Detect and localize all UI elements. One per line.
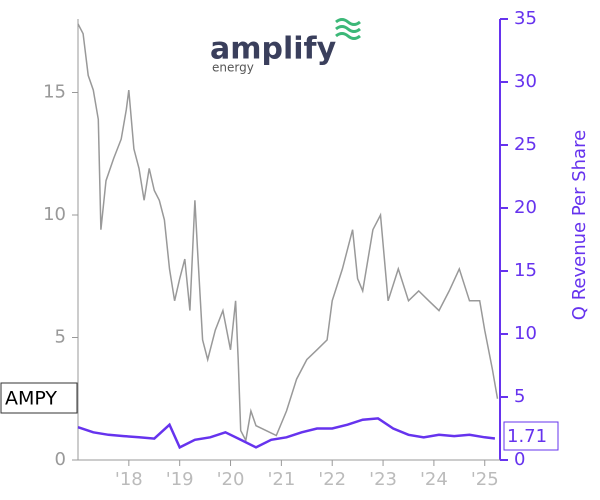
x-tick-label: '20 bbox=[217, 469, 245, 490]
x-tick-label: '21 bbox=[267, 469, 295, 490]
y-tick-label: 0 bbox=[55, 449, 66, 470]
x-tick-label: '25 bbox=[471, 469, 499, 490]
ticker-box bbox=[0, 382, 78, 414]
y2-tick-label: 15 bbox=[514, 260, 537, 281]
ticker-label: AMPY bbox=[5, 388, 57, 410]
y-tick-label: 5 bbox=[55, 327, 66, 348]
y2-tick-label: 20 bbox=[514, 197, 537, 218]
y2-tick-label: 30 bbox=[514, 71, 537, 92]
series-line bbox=[77, 23, 499, 443]
y-tick-label: 10 bbox=[43, 204, 66, 225]
x-tick-label: '23 bbox=[369, 469, 397, 490]
x-tick-label: '24 bbox=[420, 469, 448, 490]
y2-tick-label: 25 bbox=[514, 134, 537, 155]
logo-name: amplify bbox=[210, 32, 337, 67]
x-tick-label: '22 bbox=[318, 469, 346, 490]
y2-tick-label: 5 bbox=[514, 386, 525, 407]
y2-tick-label: 10 bbox=[514, 323, 537, 344]
x-tick-label: '19 bbox=[166, 469, 194, 490]
value-box bbox=[503, 421, 559, 451]
x-tick-label: '18 bbox=[115, 469, 143, 490]
y2-tick-label: 35 bbox=[514, 8, 537, 29]
y2-axis-label: Q Revenue Per Share bbox=[569, 130, 590, 320]
value-label: 1.71 bbox=[507, 426, 547, 447]
y2-tick-label: 0 bbox=[514, 449, 525, 470]
logo-waves bbox=[335, 18, 361, 40]
logo-sub: energy bbox=[212, 61, 254, 75]
series-line bbox=[77, 417, 496, 450]
y-tick-label: 15 bbox=[43, 82, 66, 103]
